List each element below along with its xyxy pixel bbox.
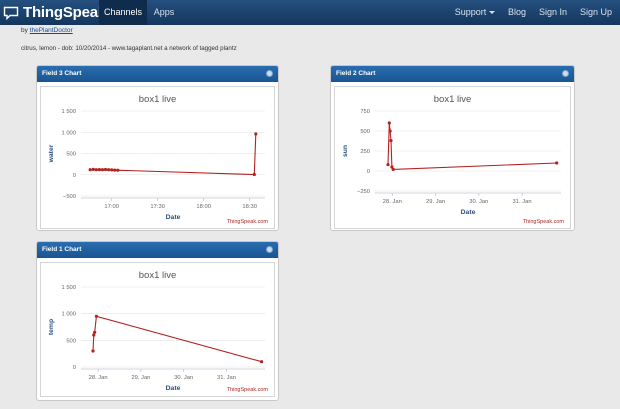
panel-header: Field 2 Chart	[331, 66, 574, 82]
x-axis-label: Date	[166, 214, 181, 221]
data-point	[555, 161, 559, 165]
y-tick-label: 750	[360, 109, 370, 115]
x-tick-label: 30. Jan	[174, 375, 193, 381]
data-point	[389, 139, 393, 143]
data-point	[91, 167, 95, 171]
y-tick-label: 500	[360, 129, 370, 135]
nav-apps[interactable]: Apps	[153, 7, 175, 17]
y-axis-label: sun	[342, 145, 349, 157]
data-point	[100, 168, 105, 172]
author-link[interactable]: thePlantDoctor	[29, 27, 73, 34]
brand-name: ThingSpeak	[23, 4, 107, 21]
data-point	[252, 172, 256, 177]
chart-svg: box1 live −500 0 500 1 000 1 500 17:00 17:30 18:…	[48, 94, 269, 225]
data-point	[386, 163, 390, 167]
y-tick-label: 0	[73, 365, 76, 371]
chart-area: box1 live −500 0 500 1 000 1 500 17:00 17:30 18:…	[40, 86, 275, 229]
chart-title: box1 live	[139, 270, 177, 281]
gear-icon[interactable]	[266, 70, 273, 77]
chart-svg: box1 live 0 500 1 000 1 500 28. Jan 29. Jan 30.…	[48, 270, 269, 393]
nav-sign-up[interactable]: Sign Up	[579, 7, 613, 17]
nav-support[interactable]: Support	[452, 0, 498, 25]
x-tick-label: 17:00	[104, 204, 119, 210]
data-point	[254, 132, 258, 136]
channel-description: citrus, lemon - dob: 10/20/2014 - www.ta…	[21, 45, 237, 52]
data-point	[260, 360, 264, 364]
gear-icon[interactable]	[562, 70, 569, 77]
data-point	[91, 349, 95, 353]
chart-area: box1 live 0 500 1 000 1 500 28. Jan 29. Jan 30.…	[40, 262, 275, 397]
chart-title: box1 live	[139, 94, 177, 105]
y-tick-label: 1 000	[61, 130, 76, 136]
data-point	[94, 168, 98, 172]
series-line	[92, 315, 262, 363]
series-line	[90, 133, 257, 176]
y-tick-label: 1 500	[61, 109, 76, 115]
x-tick-label: 29. Jan	[131, 375, 150, 381]
data-point	[103, 167, 108, 172]
y-tick-label: 250	[360, 149, 370, 155]
chart-credit: ThingSpeak.com	[523, 219, 565, 225]
y-tick-label: −250	[357, 189, 370, 195]
x-tick-label: 18:00	[196, 204, 211, 210]
byline-prefix: by	[21, 27, 28, 34]
chart-credit: ThingSpeak.com	[227, 219, 269, 225]
x-tick-label: 28. Jan	[383, 199, 402, 205]
y-tick-label: 1 000	[61, 312, 76, 318]
x-tick-label: 31. Jan	[217, 375, 236, 381]
data-point	[390, 165, 394, 169]
y-axis-label: temp	[48, 319, 55, 335]
data-point	[94, 314, 98, 318]
panel-header: Field 3 Chart	[37, 66, 278, 82]
chat-bubble-icon	[3, 6, 19, 20]
panel-title: Field 1 Chart	[42, 246, 82, 253]
data-point	[97, 168, 101, 172]
y-axis-label: water	[48, 144, 55, 163]
x-tick-label: 30. Jan	[469, 199, 488, 205]
chart-title: box1 live	[434, 94, 472, 105]
y-tick-label: 0	[367, 169, 370, 175]
data-point	[387, 121, 391, 125]
x-tick-label: 28. Jan	[89, 375, 108, 381]
nav-blog[interactable]: Blog	[507, 7, 526, 17]
field-2-chart-panel: Field 2 Chart box1 live −250 0 250 500 750 28.…	[330, 65, 575, 231]
y-tick-label: 1 500	[61, 285, 76, 291]
top-navbar: ThingSpeak Channels Apps Support Blog Si…	[0, 0, 620, 25]
panel-header: Field 1 Chart	[37, 242, 278, 258]
field-3-chart-panel: Field 3 Chart box1 live −500 0 500 1 000 1 50…	[36, 65, 279, 231]
chart-area: box1 live −250 0 250 500 750 28. Jan 29. Jan 30.…	[334, 86, 571, 229]
data-point	[116, 168, 120, 172]
x-tick-label: 17:30	[150, 204, 165, 210]
y-tick-label: 500	[66, 338, 76, 344]
field-1-chart-panel: Field 1 Chart box1 live 0 500 1 000 1 500 28.…	[36, 241, 279, 401]
x-tick-label: 31. Jan	[513, 199, 532, 205]
data-point	[88, 168, 92, 172]
y-tick-label: 0	[73, 173, 76, 179]
data-point	[110, 168, 114, 172]
panel-title: Field 2 Chart	[336, 70, 376, 77]
nav-channels[interactable]: Channels	[99, 0, 147, 25]
channel-byline: by thePlantDoctor	[21, 27, 73, 34]
x-tick-label: 29. Jan	[426, 199, 445, 205]
data-point	[388, 129, 392, 133]
gear-icon[interactable]	[266, 246, 273, 253]
nav-sign-in[interactable]: Sign In	[538, 7, 568, 17]
nav-support-label: Support	[454, 7, 487, 17]
brand-logo[interactable]: ThingSpeak	[3, 2, 106, 23]
x-tick-label: 18:30	[242, 204, 257, 210]
data-point	[92, 333, 96, 337]
chart-credit: ThingSpeak.com	[227, 387, 269, 393]
data-point	[113, 168, 117, 172]
series-line	[387, 122, 557, 170]
data-point	[93, 330, 97, 334]
panel-title: Field 3 Chart	[42, 70, 82, 77]
chart-svg: box1 live −250 0 250 500 750 28. Jan 29. Jan 30.…	[342, 94, 565, 225]
data-point	[107, 168, 111, 172]
x-axis-label: Date	[461, 209, 476, 216]
y-tick-label: −500	[63, 194, 76, 200]
x-axis-label: Date	[166, 385, 181, 392]
y-tick-label: 500	[66, 152, 76, 158]
data-point	[391, 167, 395, 171]
chevron-down-icon	[489, 11, 496, 15]
